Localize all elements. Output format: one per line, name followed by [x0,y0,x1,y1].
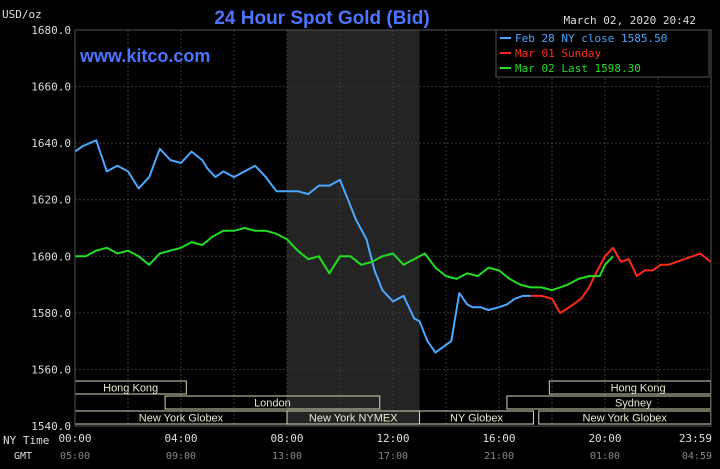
series-line-2 [75,227,614,292]
y-tick-label: 1620.0 [31,194,71,207]
chart-title: 24 Hour Spot Gold (Bid) [214,8,429,29]
ny-time-tick: 16:00 [482,432,515,445]
series-line-1 [530,246,712,314]
gmt-label: GMT [14,451,32,462]
nymex-session-shade [287,30,420,426]
session-label: London [254,398,291,410]
price-series [74,139,712,354]
series-line-0 [74,139,531,354]
session-label: Hong Kong [103,383,158,395]
y-tick-label: 1640.0 [31,137,71,150]
session-box [419,410,534,425]
ny-time-tick: 00:00 [58,432,91,445]
legend-label: Feb 28 NY close 1585.50 [515,32,667,45]
x-axis-ticks: 00:00 04:00 08:00 12:00 16:00 20:00 23:59 05:00… [58,432,712,462]
session-label: New York Globex [583,413,668,425]
timestamp: March 02, 2020 20:42 [564,14,696,27]
gmt-tick: 09:00 [166,451,196,462]
session-label: Hong Kong [611,383,666,395]
y-tick-label: 1540.0 [31,420,71,433]
gmt-tick: 17:00 [378,451,408,462]
session-label: New York NYMEX [309,413,398,425]
y-tick-label: 1600.0 [31,250,71,263]
session-box [164,395,381,410]
y-tick-label: 1660.0 [31,81,71,94]
ny-time-tick: 12:00 [376,432,409,445]
ny-time-tick: 23:59 [679,432,712,445]
watermark: www.kitco.com [79,46,210,66]
y-tick-label: 1680.0 [31,24,71,37]
gmt-tick: 21:00 [484,451,514,462]
gmt-tick: 04:59 [682,451,712,462]
gmt-tick: 13:00 [272,451,302,462]
legend-label: Mar 01 Sunday [515,47,601,60]
legend: Feb 28 NY close 1585.50 Mar 01 Sunday Mar … [500,32,667,75]
legend-box [495,29,710,78]
plot-border [74,29,712,427]
trading-sessions: Hong Kong Hong Kong London Sydney New York G… [74,380,712,425]
gmt-tick: 05:00 [60,451,90,462]
ny-time-tick: 20:00 [588,432,621,445]
ny-time-tick: 08:00 [270,432,303,445]
ny-time-tick: 04:00 [164,432,197,445]
session-label: Sydney [615,398,652,410]
session-label: NY Globex [450,413,503,425]
y-axis-ticks: 1540.0 1560.0 1580.0 1600.0 1620.0 1640.0 1660… [31,24,71,433]
units-label: USD/oz [2,8,42,21]
legend-label: Mar 02 Last 1598.30 [515,62,641,75]
session-label: New York Globex [139,413,224,425]
gmt-tick: 01:00 [590,451,620,462]
y-tick-label: 1580.0 [31,307,71,320]
ny-time-label: NY Time [3,434,49,447]
y-tick-label: 1560.0 [31,363,71,376]
